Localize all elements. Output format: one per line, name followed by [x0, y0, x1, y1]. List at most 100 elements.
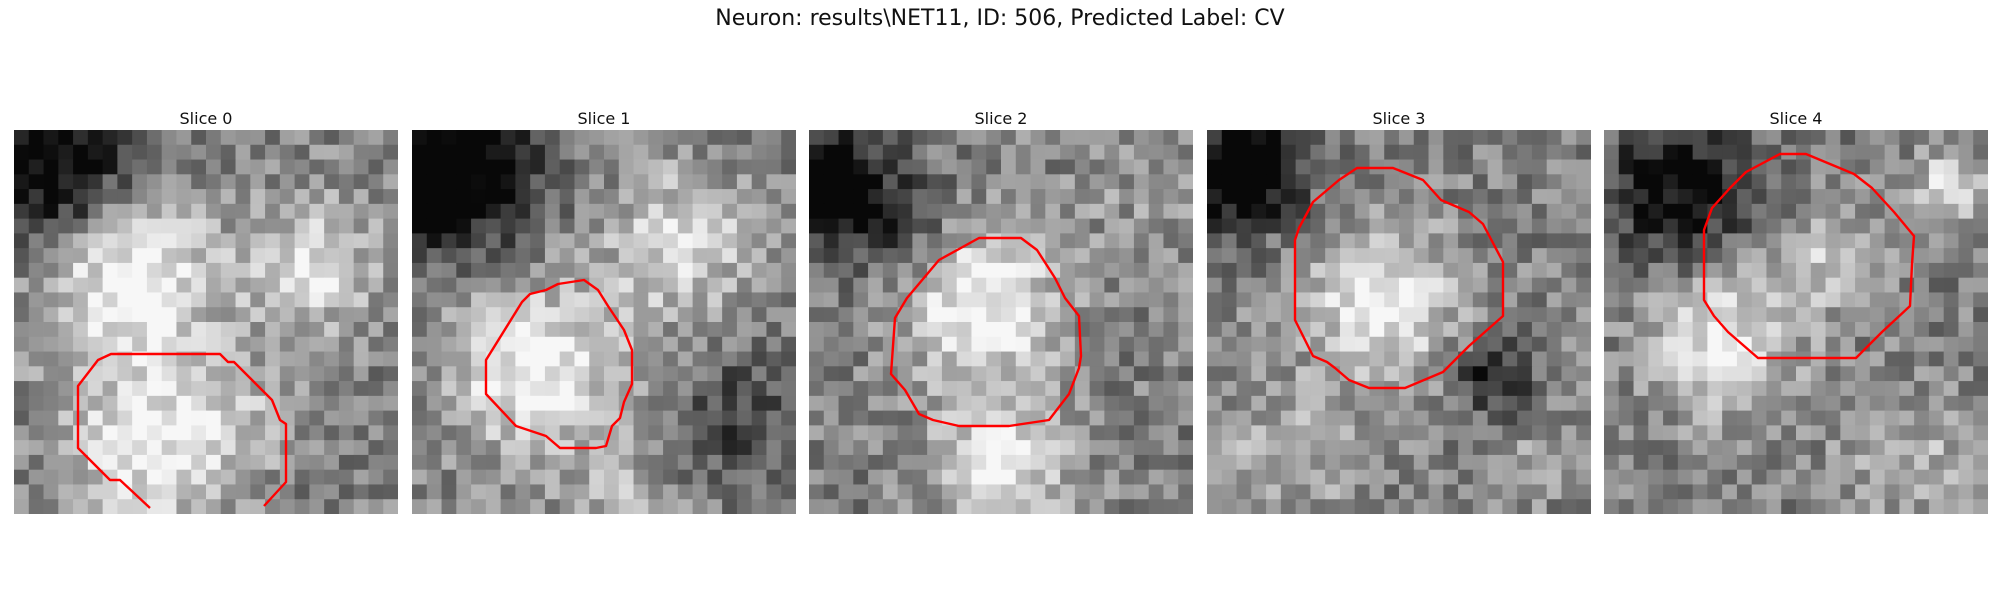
pixel-cell — [1310, 366, 1326, 382]
pixel-cell — [574, 307, 590, 323]
pixel-cell — [471, 381, 487, 397]
pixel-cell — [1001, 159, 1017, 175]
pixel-cell — [1074, 484, 1091, 500]
pixel-cell — [604, 484, 620, 500]
pixel-cell — [250, 203, 266, 220]
pixel-cell — [1133, 469, 1150, 485]
pixel-cell — [1928, 277, 1945, 293]
pixel-cell — [1677, 336, 1694, 352]
pixel-cell — [1736, 130, 1753, 146]
pixel-cell — [1914, 189, 1930, 205]
pixel-cell — [838, 292, 854, 308]
pixel-cell — [1221, 292, 1237, 308]
pixel-cell — [1648, 189, 1664, 205]
pixel-cell — [1618, 174, 1634, 190]
pixel-cell — [604, 469, 620, 485]
pixel-cell — [1677, 144, 1694, 160]
pixel-cell — [1148, 233, 1164, 249]
pixel-cell — [1576, 144, 1591, 160]
pixel-cell — [117, 484, 133, 500]
pixel-cell — [1517, 395, 1533, 412]
pixel-cell — [1251, 410, 1267, 426]
pixel-cell — [941, 292, 958, 308]
pixel-cell — [1428, 351, 1444, 367]
pixel-cell — [1928, 248, 1945, 264]
pixel-cell — [736, 233, 753, 249]
pixel-cell — [485, 203, 502, 220]
pixel-cell — [1943, 484, 1959, 500]
pixel-cell — [1766, 484, 1782, 500]
pixel-cell — [1914, 366, 1930, 382]
pixel-cell — [1487, 381, 1503, 397]
pixel-cell — [1074, 469, 1091, 485]
pixel-cell — [1148, 277, 1164, 293]
pixel-cell — [1354, 425, 1370, 441]
pixel-cell — [294, 144, 310, 160]
pixel-cell — [677, 351, 694, 367]
pixel-cell — [1722, 484, 1738, 500]
pixel-cell — [1517, 262, 1533, 279]
pixel-cell — [986, 277, 1002, 293]
pixel-cell — [853, 307, 869, 323]
pixel-cell — [456, 130, 472, 146]
pixel-cell — [618, 499, 634, 514]
pixel-cell — [766, 484, 782, 500]
pixel-cell — [1576, 410, 1591, 426]
pixel-cell — [87, 440, 104, 456]
pixel-cell — [868, 366, 884, 382]
pixel-cell — [530, 189, 546, 205]
pixel-cell — [882, 336, 899, 352]
pixel-cell — [544, 248, 561, 264]
pixel-cell — [500, 351, 516, 367]
pixel-cell — [1707, 336, 1723, 352]
pixel-cell — [1015, 322, 1031, 338]
pixel-cell — [353, 203, 369, 220]
pixel-cell — [1663, 381, 1679, 397]
pixel-cell — [1517, 366, 1533, 382]
pixel-cell — [500, 336, 516, 352]
pixel-cell — [14, 189, 30, 205]
pixel-cell — [1487, 454, 1503, 471]
pixel-cell — [1648, 484, 1664, 500]
pixel-cell — [1369, 336, 1385, 352]
pixel-cell — [73, 395, 89, 412]
pixel-cell — [1104, 248, 1120, 264]
pixel-cell — [1045, 233, 1061, 249]
pixel-cell — [1869, 159, 1886, 175]
pixel-cell — [265, 322, 281, 338]
pixel-cell — [1221, 425, 1237, 441]
pixel-cell — [838, 381, 854, 397]
pixel-cell — [1943, 130, 1959, 146]
pixel-cell — [823, 174, 839, 190]
pixel-cell — [515, 499, 531, 514]
pixel-cell — [1310, 159, 1326, 175]
pixel-cell — [1943, 440, 1959, 456]
pixel-cell — [117, 410, 133, 426]
pixel-cell — [574, 292, 590, 308]
pixel-cell — [28, 366, 44, 382]
pixel-cell — [971, 174, 987, 190]
pixel-cell — [1045, 425, 1061, 441]
pixel-cell — [956, 381, 972, 397]
pixel-cell — [161, 351, 177, 367]
pixel-cell — [1781, 454, 1797, 471]
pixel-cell — [1163, 410, 1179, 426]
pixel-cell — [677, 499, 694, 514]
pixel-cell — [456, 233, 472, 249]
pixel-cell — [1339, 440, 1356, 456]
slice-panel-0: Slice 0 — [14, 108, 398, 514]
pixel-cell — [250, 144, 266, 160]
pixel-cell — [897, 189, 913, 205]
pixel-cell — [412, 262, 428, 279]
pixel-cell — [1266, 307, 1282, 323]
pixel-cell — [1148, 425, 1164, 441]
pixel-cell — [1251, 233, 1267, 249]
pixel-cell — [279, 410, 296, 426]
pixel-cell — [1178, 203, 1193, 220]
pixel-cell — [1722, 440, 1738, 456]
pixel-cell — [1943, 322, 1959, 338]
pixel-cell — [1707, 292, 1723, 308]
pixel-cell — [279, 174, 296, 190]
pixel-cell — [265, 159, 281, 175]
pixel-cell — [1221, 174, 1237, 190]
